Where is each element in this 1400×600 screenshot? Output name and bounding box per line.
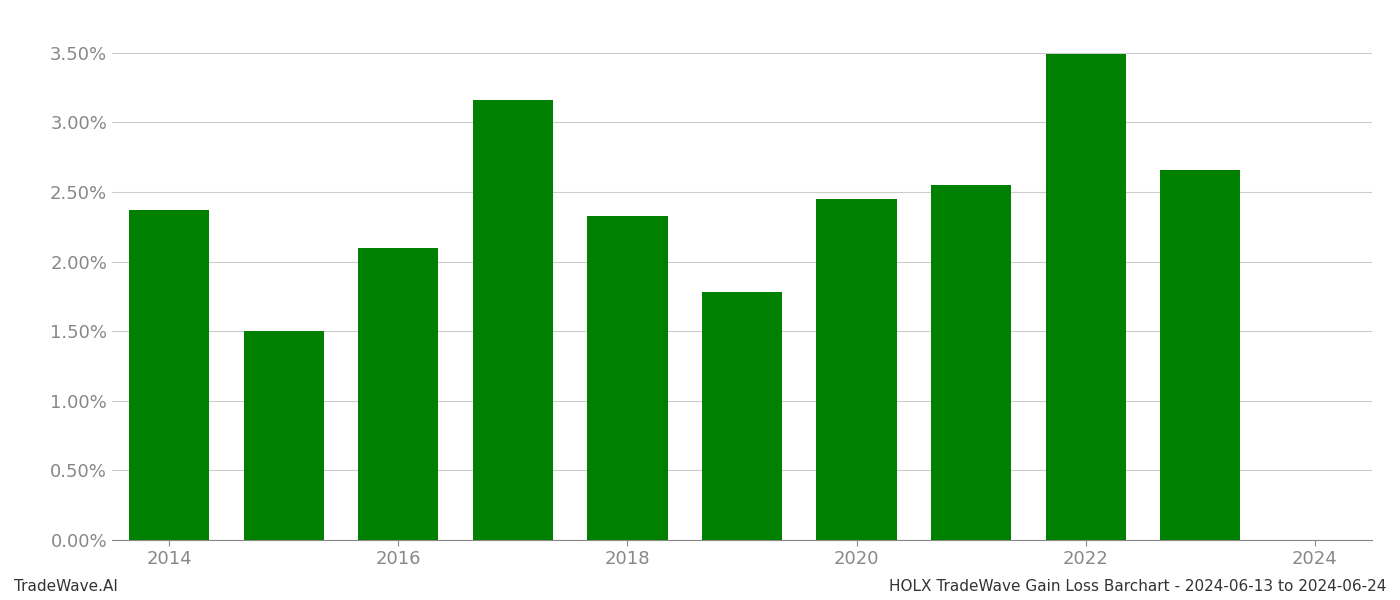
Bar (1161, 170, 1240, 540)
Bar (244, 331, 323, 540)
Bar (931, 185, 1011, 540)
Text: HOLX TradeWave Gain Loss Barchart - 2024-06-13 to 2024-06-24: HOLX TradeWave Gain Loss Barchart - 2024… (889, 579, 1386, 594)
Bar (358, 248, 438, 540)
Bar (1046, 54, 1126, 540)
Bar (701, 292, 783, 540)
Bar (473, 100, 553, 540)
Bar (816, 199, 896, 540)
Bar (129, 210, 210, 540)
Text: TradeWave.AI: TradeWave.AI (14, 579, 118, 594)
Bar (588, 215, 668, 540)
